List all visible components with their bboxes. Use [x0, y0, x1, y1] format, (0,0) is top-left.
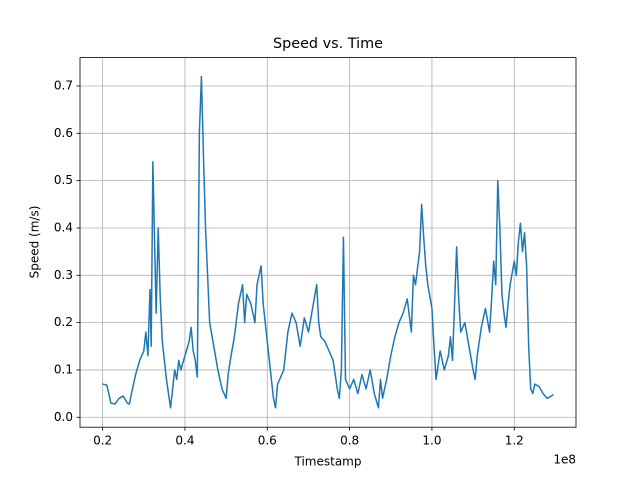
x-tick-label: 0.2 [93, 434, 112, 448]
y-tick-label: 0.4 [54, 220, 73, 234]
y-tick-label: 0.1 [54, 362, 73, 376]
x-tick-label: 1.2 [505, 434, 524, 448]
y-axis-label: Speed (m/s) [28, 206, 42, 279]
y-tick-label: 0.3 [54, 268, 73, 282]
x-offset-label: 1e8 [553, 453, 576, 467]
chart-title: Speed vs. Time [273, 36, 383, 52]
y-tick-label: 0.0 [54, 410, 73, 424]
x-tick-label: 0.6 [258, 434, 277, 448]
x-axis-label: Timestamp [294, 455, 362, 469]
x-tick-label: 0.8 [340, 434, 359, 448]
x-tick-label: 0.4 [175, 434, 194, 448]
y-tick-label: 0.6 [54, 126, 73, 140]
y-tick-label: 0.2 [54, 315, 73, 329]
x-tick-label: 1.0 [422, 434, 441, 448]
y-tick-label: 0.7 [54, 78, 73, 92]
y-tick-label: 0.5 [54, 173, 73, 187]
plot-frame [79, 57, 577, 428]
speed-line [102, 75, 554, 409]
